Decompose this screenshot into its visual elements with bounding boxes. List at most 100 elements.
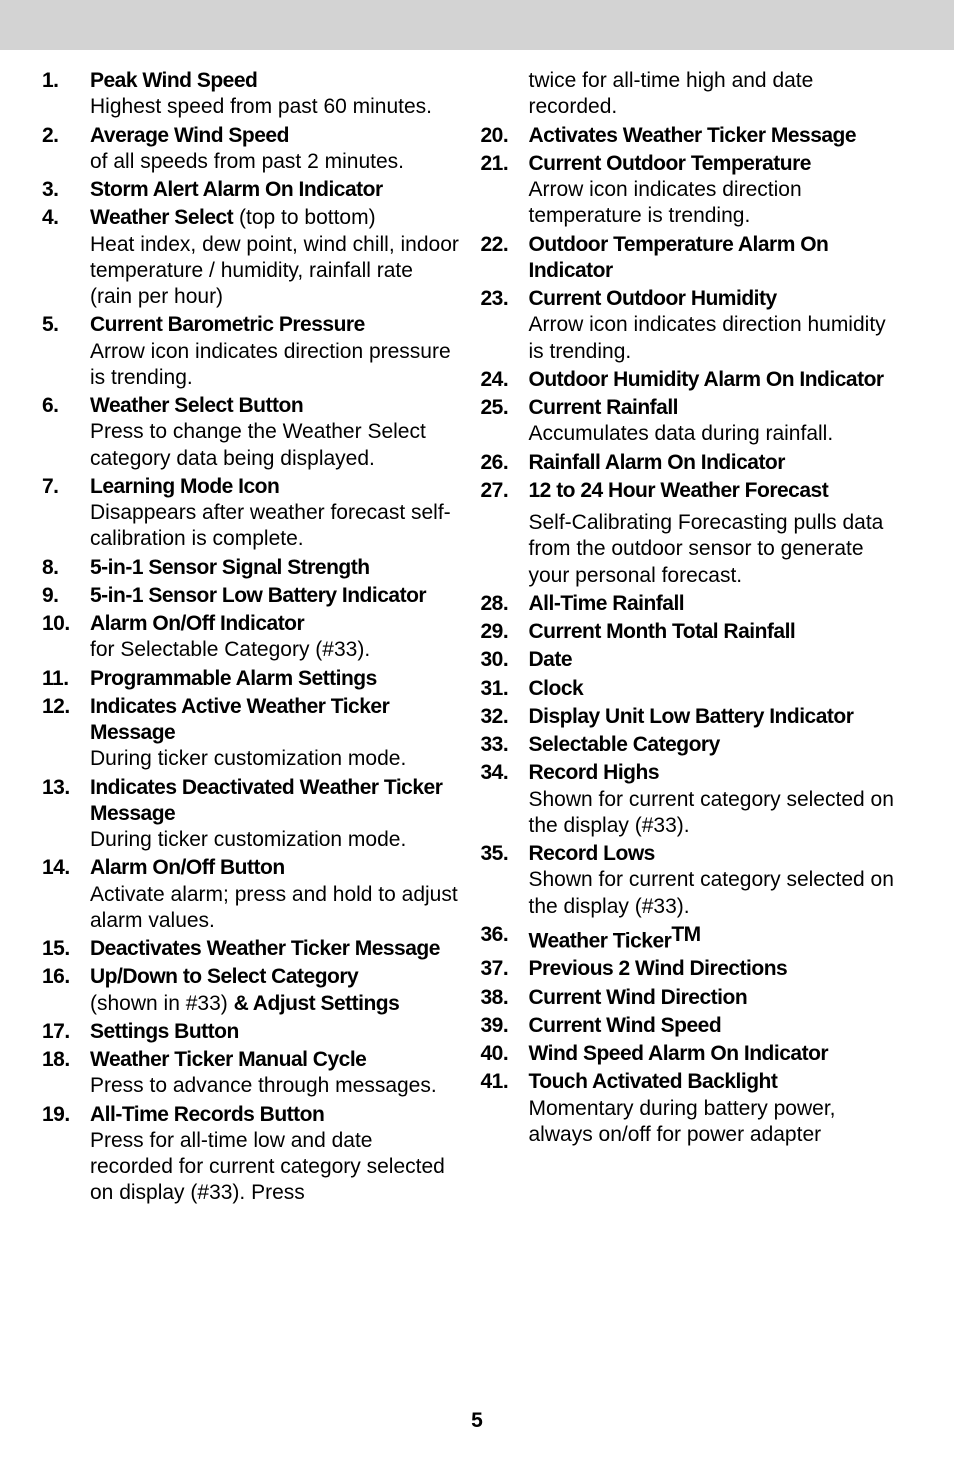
list-item: 39.Current Wind Speed [481, 1013, 900, 1039]
item-title: Peak Wind Speed [90, 69, 257, 92]
item-title: Indicates Deactivated Weather Ticker Mes… [90, 776, 442, 825]
item-number: 4. [42, 205, 90, 310]
item-number: 38. [481, 985, 529, 1011]
item-body: Indicates Active Weather Ticker MessageD… [90, 694, 461, 773]
header-bar [0, 0, 954, 50]
list-item: 41.Touch Activated BacklightMomentary du… [481, 1069, 900, 1148]
item-title: Rainfall Alarm On Indicator [529, 451, 785, 474]
item-number: 40. [481, 1041, 529, 1067]
item-number: 34. [481, 760, 529, 839]
item-title: Settings Button [90, 1020, 239, 1043]
item-body: Alarm On/Off Indicatorfor Selectable Cat… [90, 611, 461, 664]
item-body: Learning Mode IconDisappears after weath… [90, 474, 461, 553]
item-title: Learning Mode Icon [90, 475, 279, 498]
item-number: 19. [42, 1102, 90, 1207]
item-description: Heat index, dew point, wind chill, indoo… [90, 232, 461, 311]
item-body: Settings Button [90, 1019, 461, 1045]
item-description: Arrow icon indicates direction temperatu… [529, 177, 900, 230]
list-item: 36.Weather TickerTM [481, 922, 900, 955]
item-title: Alarm On/Off Button [90, 856, 285, 879]
item-body: Rainfall Alarm On Indicator [529, 450, 900, 476]
list-item: 9.5-in-1 Sensor Low Battery Indicator [42, 583, 461, 609]
item-title: Clock [529, 677, 584, 700]
item-description: for Selectable Category (#33). [90, 637, 461, 663]
item-number: 3. [42, 177, 90, 203]
list-item: 6.Weather Select ButtonPress to change t… [42, 393, 461, 472]
item-number: 13. [42, 775, 90, 854]
item-number: 18. [42, 1047, 90, 1100]
item-number: 27. [481, 478, 529, 589]
list-item: 5.Current Barometric PressureArrow icon … [42, 312, 461, 391]
list-item: 25.Current RainfallAccumulates data duri… [481, 395, 900, 448]
list-item: 28.All-Time Rainfall [481, 591, 900, 617]
item-description: Highest speed from past 60 minutes. [90, 94, 461, 120]
item-body: Wind Speed Alarm On Indicator [529, 1041, 900, 1067]
list-item: 26.Rainfall Alarm On Indicator [481, 450, 900, 476]
item-description: During ticker customization mode. [90, 827, 461, 853]
item-number: 23. [481, 286, 529, 365]
right-column: twice for all-time high and date recorde… [481, 68, 900, 1209]
item-number: 14. [42, 855, 90, 934]
item-number: 32. [481, 704, 529, 730]
list-item: 15.Deactivates Weather Ticker Message [42, 936, 461, 962]
item-number: 11. [42, 666, 90, 692]
list-item: 12.Indicates Active Weather Ticker Messa… [42, 694, 461, 773]
item-body: All-Time Records ButtonPress for all-tim… [90, 1102, 461, 1207]
list-item: 19.All-Time Records ButtonPress for all-… [42, 1102, 461, 1207]
item-title: Weather Select Button [90, 394, 303, 417]
item-body: Current RainfallAccumulates data during … [529, 395, 900, 448]
item-number: 28. [481, 591, 529, 617]
item-inline-pre: (shown in #33) [90, 992, 234, 1015]
list-item: 40.Wind Speed Alarm On Indicator [481, 1041, 900, 1067]
item-body: Outdoor Temperature Alarm On Indicator [529, 232, 900, 285]
item-inline-desc: (top to bottom) [233, 206, 375, 229]
item-number: 10. [42, 611, 90, 664]
item-body: 5-in-1 Sensor Signal Strength [90, 555, 461, 581]
item-body: Display Unit Low Battery Indicator [529, 704, 900, 730]
item-title: Current Wind Speed [529, 1014, 722, 1037]
trademark-symbol: TM [671, 923, 700, 946]
item-body: Programmable Alarm Settings [90, 666, 461, 692]
list-item: 29.Current Month Total Rainfall [481, 619, 900, 645]
item-title: Current Rainfall [529, 396, 679, 419]
list-item: 18.Weather Ticker Manual CyclePress to a… [42, 1047, 461, 1100]
item-body: Current Wind Speed [529, 1013, 900, 1039]
item-title: Indicates Active Weather Ticker Message [90, 695, 389, 744]
item-number: 1. [42, 68, 90, 121]
item-number: 25. [481, 395, 529, 448]
item-description: Press for all-time low and date recorded… [90, 1128, 461, 1207]
item-description: Accumulates data during rainfall. [529, 421, 900, 447]
list-item: 20.Activates Weather Ticker Message [481, 123, 900, 149]
item-title: Display Unit Low Battery Indicator [529, 705, 854, 728]
list-item: 31.Clock [481, 676, 900, 702]
item-body: Current Barometric PressureArrow icon in… [90, 312, 461, 391]
item-number: 21. [481, 151, 529, 230]
item-title: Wind Speed Alarm On Indicator [529, 1042, 829, 1065]
item-body: Record HighsShown for current category s… [529, 760, 900, 839]
item-description: Shown for current category selected on t… [529, 787, 900, 840]
item-number: 36. [481, 922, 529, 955]
item-body: Weather TickerTM [529, 922, 900, 955]
item-title: Date [529, 648, 573, 671]
item-title: All-Time Rainfall [529, 592, 685, 615]
item-body: Indicates Deactivated Weather Ticker Mes… [90, 775, 461, 854]
item-number: 29. [481, 619, 529, 645]
list-item: 22.Outdoor Temperature Alarm On Indicato… [481, 232, 900, 285]
item-description: Press to change the Weather Select categ… [90, 419, 461, 472]
list-item: 37.Previous 2 Wind Directions [481, 956, 900, 982]
list-item: 13.Indicates Deactivated Weather Ticker … [42, 775, 461, 854]
item-number: 17. [42, 1019, 90, 1045]
list-item: 1.Peak Wind SpeedHighest speed from past… [42, 68, 461, 121]
item-body: Peak Wind SpeedHighest speed from past 6… [90, 68, 461, 121]
item-description: Self-Calibrating Forecasting pulls data … [529, 510, 900, 589]
item-description: Momentary during battery power, always o… [529, 1096, 900, 1149]
item-number: 2. [42, 123, 90, 176]
item-number: 26. [481, 450, 529, 476]
item-body: Deactivates Weather Ticker Message [90, 936, 461, 962]
item-description: Press to advance through messages. [90, 1073, 461, 1099]
item-title: Average Wind Speed [90, 124, 289, 147]
item-body: Current Outdoor HumidityArrow icon indic… [529, 286, 900, 365]
left-column: 1.Peak Wind SpeedHighest speed from past… [42, 68, 461, 1209]
item-title: Current Barometric Pressure [90, 313, 365, 336]
page-number: 5 [0, 1409, 954, 1433]
